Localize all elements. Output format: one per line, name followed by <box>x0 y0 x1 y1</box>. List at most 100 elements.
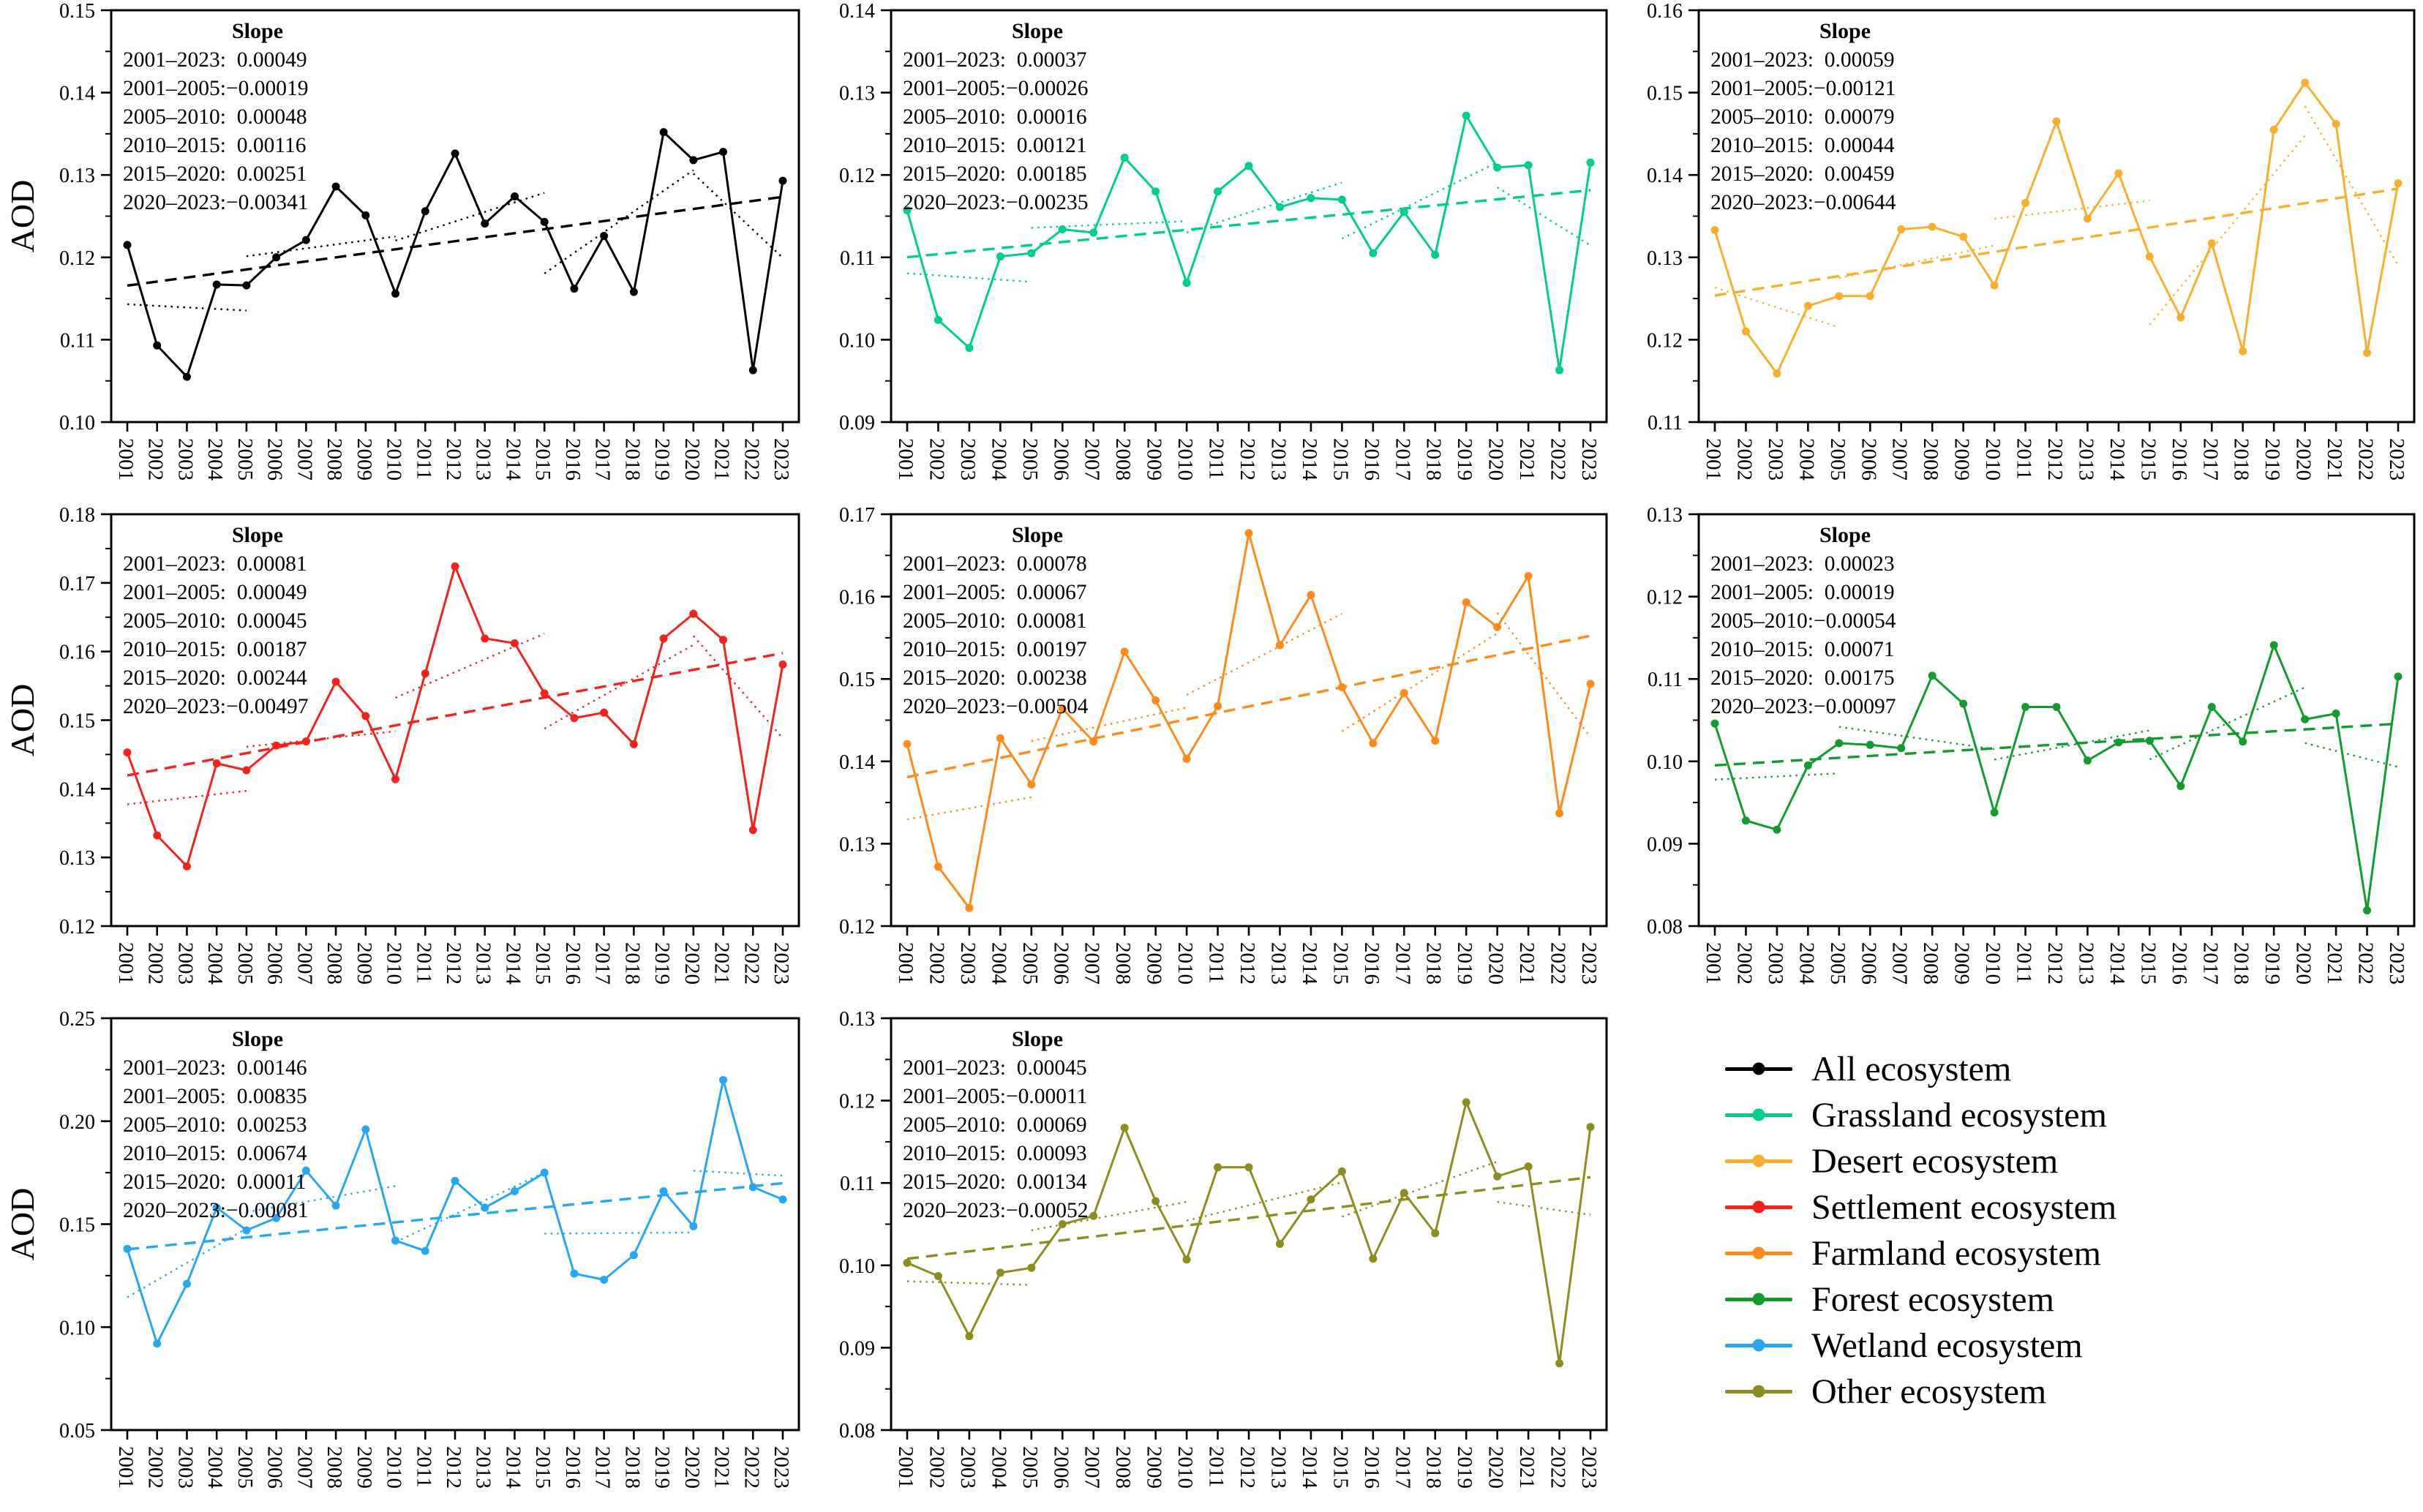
x-tick-label: 2022 <box>2354 438 2378 481</box>
slope-value: 2001–2005:−0.00019 <box>123 77 308 100</box>
y-tick-label: 0.10 <box>839 329 875 352</box>
x-tick-label: 2020 <box>1484 942 1508 985</box>
x-tick-label: 2007 <box>293 1446 316 1489</box>
x-tick-label: 2018 <box>1422 1446 1446 1489</box>
x-tick-label: 2012 <box>2043 942 2067 985</box>
x-tick-label: 2012 <box>442 942 465 985</box>
y-tick-label: 0.15 <box>59 0 95 23</box>
legend-line-marker-icon <box>1725 1385 1792 1398</box>
legend-label: Farmland ecosystem <box>1811 1233 2101 1273</box>
subperiod-trend-line <box>1186 612 1342 696</box>
x-tick-label: 2004 <box>203 438 227 481</box>
x-tick-label: 2019 <box>650 942 674 985</box>
x-tick-label: 2001 <box>894 438 917 481</box>
subperiod-trend-line <box>246 236 396 257</box>
slope-value: 2010–2015: 0.00121 <box>903 134 1087 157</box>
x-tick-label: 2002 <box>925 1446 948 1489</box>
data-point-markers <box>123 562 787 870</box>
x-tick-label: 2002 <box>925 942 948 985</box>
plot-frame <box>110 9 800 424</box>
x-tick-label: 2017 <box>1391 942 1414 985</box>
data-point-markers <box>903 111 1595 375</box>
y-tick-label: 0.11 <box>840 1173 875 1195</box>
slope-value: 2001–2005:−0.00026 <box>903 77 1088 100</box>
x-tick-label: 2006 <box>263 1446 287 1489</box>
subperiod-trend-line <box>127 303 247 312</box>
x-tick-label: 2010 <box>383 1446 406 1489</box>
plot-frame <box>890 9 1608 424</box>
x-axis: 2001 2002 2003 2004 2005 2006 2007 2008 2009 2010… <box>114 1430 793 1489</box>
x-tick-label: 2007 <box>1081 438 1104 481</box>
y-tick-label: 0.09 <box>839 1337 875 1360</box>
x-tick-label: 2015 <box>1329 942 1352 985</box>
x-tick-label: 2016 <box>1360 1446 1383 1489</box>
subperiod-trend-line <box>127 1227 247 1298</box>
x-tick-label: 2023 <box>770 942 793 985</box>
x-tick-label: 2020 <box>1484 438 1508 481</box>
x-tick-label: 2006 <box>1857 438 1880 481</box>
slope-value: 2010–2015: 0.00093 <box>903 1142 1087 1165</box>
slope-annotation: Slope 2001–2023: 0.00081 2001–2005: 0.0004… <box>123 523 308 718</box>
y-tick-label: 0.14 <box>839 751 875 774</box>
x-tick-label: 2021 <box>1515 942 1539 985</box>
x-tick-label: 2009 <box>353 1446 376 1489</box>
x-tick-label: 2003 <box>173 1446 197 1489</box>
slope-annotation: Slope 2001–2023: 0.00049 2001–2005:−0.0001… <box>123 19 308 214</box>
x-tick-label: 2018 <box>620 942 644 985</box>
x-tick-label: 2023 <box>1577 1446 1601 1489</box>
chart-other-ecosystem: 0.08 0.09 0.10 0.11 0.12 0.13 2001 2002 2003 2004… <box>839 1008 1608 1489</box>
legend-line-marker-icon <box>1725 1339 1792 1352</box>
subperiod-trend-line <box>1031 220 1187 229</box>
x-tick-label: 2005 <box>1018 1446 1042 1489</box>
x-tick-label: 2019 <box>1453 438 1476 481</box>
x-tick-label: 2011 <box>412 1446 435 1488</box>
x-tick-label: 2001 <box>894 942 917 985</box>
slope-value: 2001–2005:−0.00121 <box>1710 77 1896 100</box>
x-tick-label: 2017 <box>2198 438 2222 481</box>
slope-value: 2010–2015: 0.00116 <box>123 134 306 157</box>
x-tick-label: 2008 <box>323 942 346 985</box>
subperiod-trend-line <box>2304 742 2399 768</box>
x-tick-label: 2015 <box>531 1446 555 1489</box>
x-tick-label: 2018 <box>2230 942 2253 985</box>
x-tick-label: 2020 <box>2292 942 2315 985</box>
slope-value: 2015–2020: 0.00251 <box>123 162 307 186</box>
x-tick-label: 2018 <box>1422 942 1446 985</box>
x-tick-label: 2008 <box>323 1446 346 1489</box>
y-tick-label: 0.08 <box>839 1420 875 1443</box>
x-tick-label: 2005 <box>1018 438 1042 481</box>
x-tick-label: 2011 <box>1205 942 1228 984</box>
x-tick-label: 2004 <box>203 1446 227 1489</box>
x-axis: 2001 2002 2003 2004 2005 2006 2007 2008 2009 2010… <box>1702 422 2408 481</box>
x-tick-label: 2012 <box>1236 942 1259 985</box>
chart-all-ecosystem: 0.10 0.11 0.12 0.13 0.14 0.15 2001 2002 2003 2004… <box>4 0 800 481</box>
x-tick-label: 2007 <box>293 942 316 985</box>
subperiod-trend-line <box>1341 161 1498 240</box>
x-tick-label: 2018 <box>620 438 644 481</box>
y-tick-label: 0.14 <box>59 83 95 105</box>
plot-frame <box>1697 9 2416 424</box>
x-tick-label: 2023 <box>2385 942 2408 985</box>
x-tick-label: 2002 <box>925 438 948 481</box>
plot-frame <box>890 513 1608 928</box>
x-tick-label: 2005 <box>233 942 257 985</box>
y-tick-label: 0.12 <box>59 247 95 270</box>
overall-trend-line <box>1714 187 2399 297</box>
x-tick-label: 2016 <box>2168 438 2191 481</box>
x-tick-label: 2012 <box>2043 438 2067 481</box>
subperiod-trend-line <box>1186 1181 1342 1222</box>
x-tick-label: 2006 <box>1049 942 1072 985</box>
x-tick-label: 2013 <box>1266 438 1290 481</box>
x-tick-label: 2010 <box>1173 1446 1197 1489</box>
slope-value: 2015–2020: 0.00134 <box>903 1170 1087 1194</box>
x-tick-label: 2014 <box>501 942 525 985</box>
subperiod-trend-line <box>692 173 784 259</box>
x-tick-label: 2015 <box>1329 438 1352 481</box>
y-tick-label: 0.10 <box>1647 751 1683 774</box>
x-tick-label: 2003 <box>956 942 980 985</box>
slope-value: 2001–2005: 0.00019 <box>1710 581 1895 604</box>
x-tick-label: 2008 <box>1111 942 1135 985</box>
x-tick-label: 2014 <box>2105 942 2129 985</box>
slope-annotation: Slope 2001–2023: 0.00078 2001–2005: 0.0006… <box>903 523 1089 718</box>
slope-value: 2005–2010: 0.00081 <box>903 609 1087 633</box>
